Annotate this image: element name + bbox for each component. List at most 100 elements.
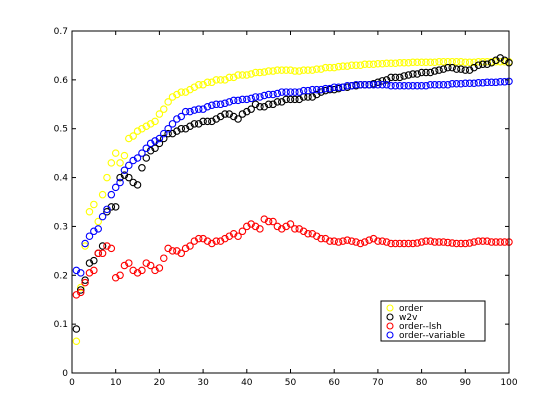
x-tick-label: 40 (241, 378, 253, 388)
data-point (282, 88, 290, 96)
data-point (107, 159, 116, 167)
data-point (116, 159, 124, 167)
data-point (487, 59, 496, 67)
data-point (264, 217, 273, 226)
data-point (234, 115, 242, 123)
data-point (365, 80, 373, 89)
data-point (238, 227, 247, 236)
data-point (461, 58, 470, 67)
data-point (125, 259, 133, 267)
y-tick-label: 0.5 (54, 125, 68, 135)
data-point (457, 65, 465, 73)
data-point (85, 208, 94, 216)
data-point (382, 238, 391, 246)
data-point (321, 234, 330, 243)
data-point (256, 68, 264, 77)
data-point (461, 66, 470, 74)
data-point (125, 173, 133, 182)
data-point (194, 120, 203, 128)
data-point (465, 79, 474, 88)
data-point (186, 122, 194, 131)
data-point (133, 269, 142, 277)
data-point (295, 225, 303, 233)
data-point (116, 173, 124, 182)
data-point (404, 71, 413, 79)
data-point (168, 247, 177, 255)
data-point (356, 239, 365, 248)
data-point (151, 137, 159, 145)
data-point (194, 105, 203, 113)
data-point (422, 237, 430, 245)
data-point (238, 95, 247, 104)
data-point (199, 117, 207, 126)
data-point (173, 90, 181, 99)
data-point (439, 58, 448, 66)
data-point (317, 234, 325, 243)
data-point (186, 107, 194, 116)
data-point (129, 178, 137, 187)
data-point (225, 98, 234, 106)
data-point (330, 83, 338, 91)
data-point (304, 230, 312, 238)
data-point (400, 72, 408, 80)
data-point (138, 124, 146, 133)
data-point (72, 291, 81, 299)
data-point (142, 144, 151, 153)
data-point (264, 100, 273, 109)
data-point (269, 67, 277, 75)
y-tick-label: 0.4 (54, 174, 69, 184)
data-point (76, 286, 85, 294)
data-point (409, 239, 417, 248)
data-point (203, 78, 212, 87)
data-point (330, 85, 338, 94)
data-point (404, 59, 413, 67)
y-tick-label: 0.6 (54, 76, 69, 86)
data-point (221, 234, 229, 243)
data-point (374, 78, 382, 87)
data-point (391, 73, 400, 82)
data-point (387, 81, 395, 90)
data-point (221, 110, 229, 118)
data-point (103, 205, 111, 214)
data-point (186, 242, 194, 250)
data-point (452, 239, 461, 248)
data-point (247, 105, 255, 113)
data-point (225, 110, 234, 118)
data-point (151, 266, 159, 275)
data-point (465, 239, 474, 247)
data-point (457, 80, 465, 88)
data-point (374, 80, 382, 89)
data-point (326, 237, 334, 245)
legend-marker (386, 322, 394, 330)
x-tick-label: 80 (416, 378, 428, 388)
data-point (133, 154, 142, 162)
data-point (81, 276, 89, 284)
data-point (330, 63, 338, 72)
data-point (479, 60, 487, 68)
data-point (492, 56, 500, 65)
data-point (457, 58, 465, 66)
data-point (465, 58, 474, 67)
legend-entry: order--variable (386, 331, 465, 341)
data-point (260, 102, 269, 111)
legend-entry: order--lsh (386, 322, 442, 332)
data-point (181, 244, 190, 253)
data-point (282, 95, 290, 104)
data-point (496, 58, 505, 66)
data-point (103, 242, 111, 250)
data-point (435, 66, 443, 74)
x-tick-label: 100 (500, 378, 517, 388)
data-point (426, 68, 435, 77)
data-point (282, 222, 290, 231)
data-point (273, 222, 282, 231)
data-point (155, 139, 164, 148)
data-point (500, 56, 509, 65)
data-point (260, 91, 269, 100)
data-point (151, 144, 159, 153)
data-point (409, 70, 417, 78)
data-point (321, 84, 330, 93)
data-point (120, 166, 129, 174)
axis-ticks: 0 10 20 30 40 50 60 70 80 90 100 0 0.1 0.2 0.3 0.4 0.5 0.… (54, 27, 518, 388)
data-point (116, 178, 124, 187)
